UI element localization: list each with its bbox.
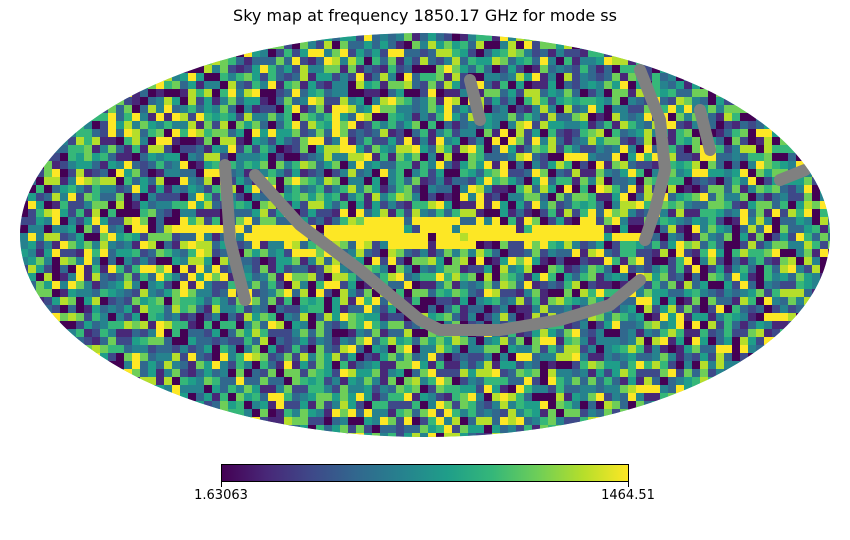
masked-stripe-3 bbox=[464, 74, 486, 126]
sky-map-pixels bbox=[20, 33, 830, 437]
masked-stripe-0 bbox=[249, 169, 646, 336]
colorbar-min-tick bbox=[221, 482, 222, 487]
masked-stripe-5 bbox=[774, 164, 811, 186]
chart-title: Sky map at frequency 1850.17 GHz for mod… bbox=[233, 6, 617, 25]
colorbar-max-label: 1464.51 bbox=[601, 488, 655, 503]
masked-stripe-1 bbox=[219, 159, 251, 306]
masked-stripe-4 bbox=[694, 104, 716, 156]
masked-stripe-2 bbox=[634, 64, 671, 246]
colorbar-min-label: 1.63063 bbox=[194, 488, 248, 503]
colorbar-max-tick bbox=[628, 482, 629, 487]
colorbar bbox=[221, 464, 629, 482]
